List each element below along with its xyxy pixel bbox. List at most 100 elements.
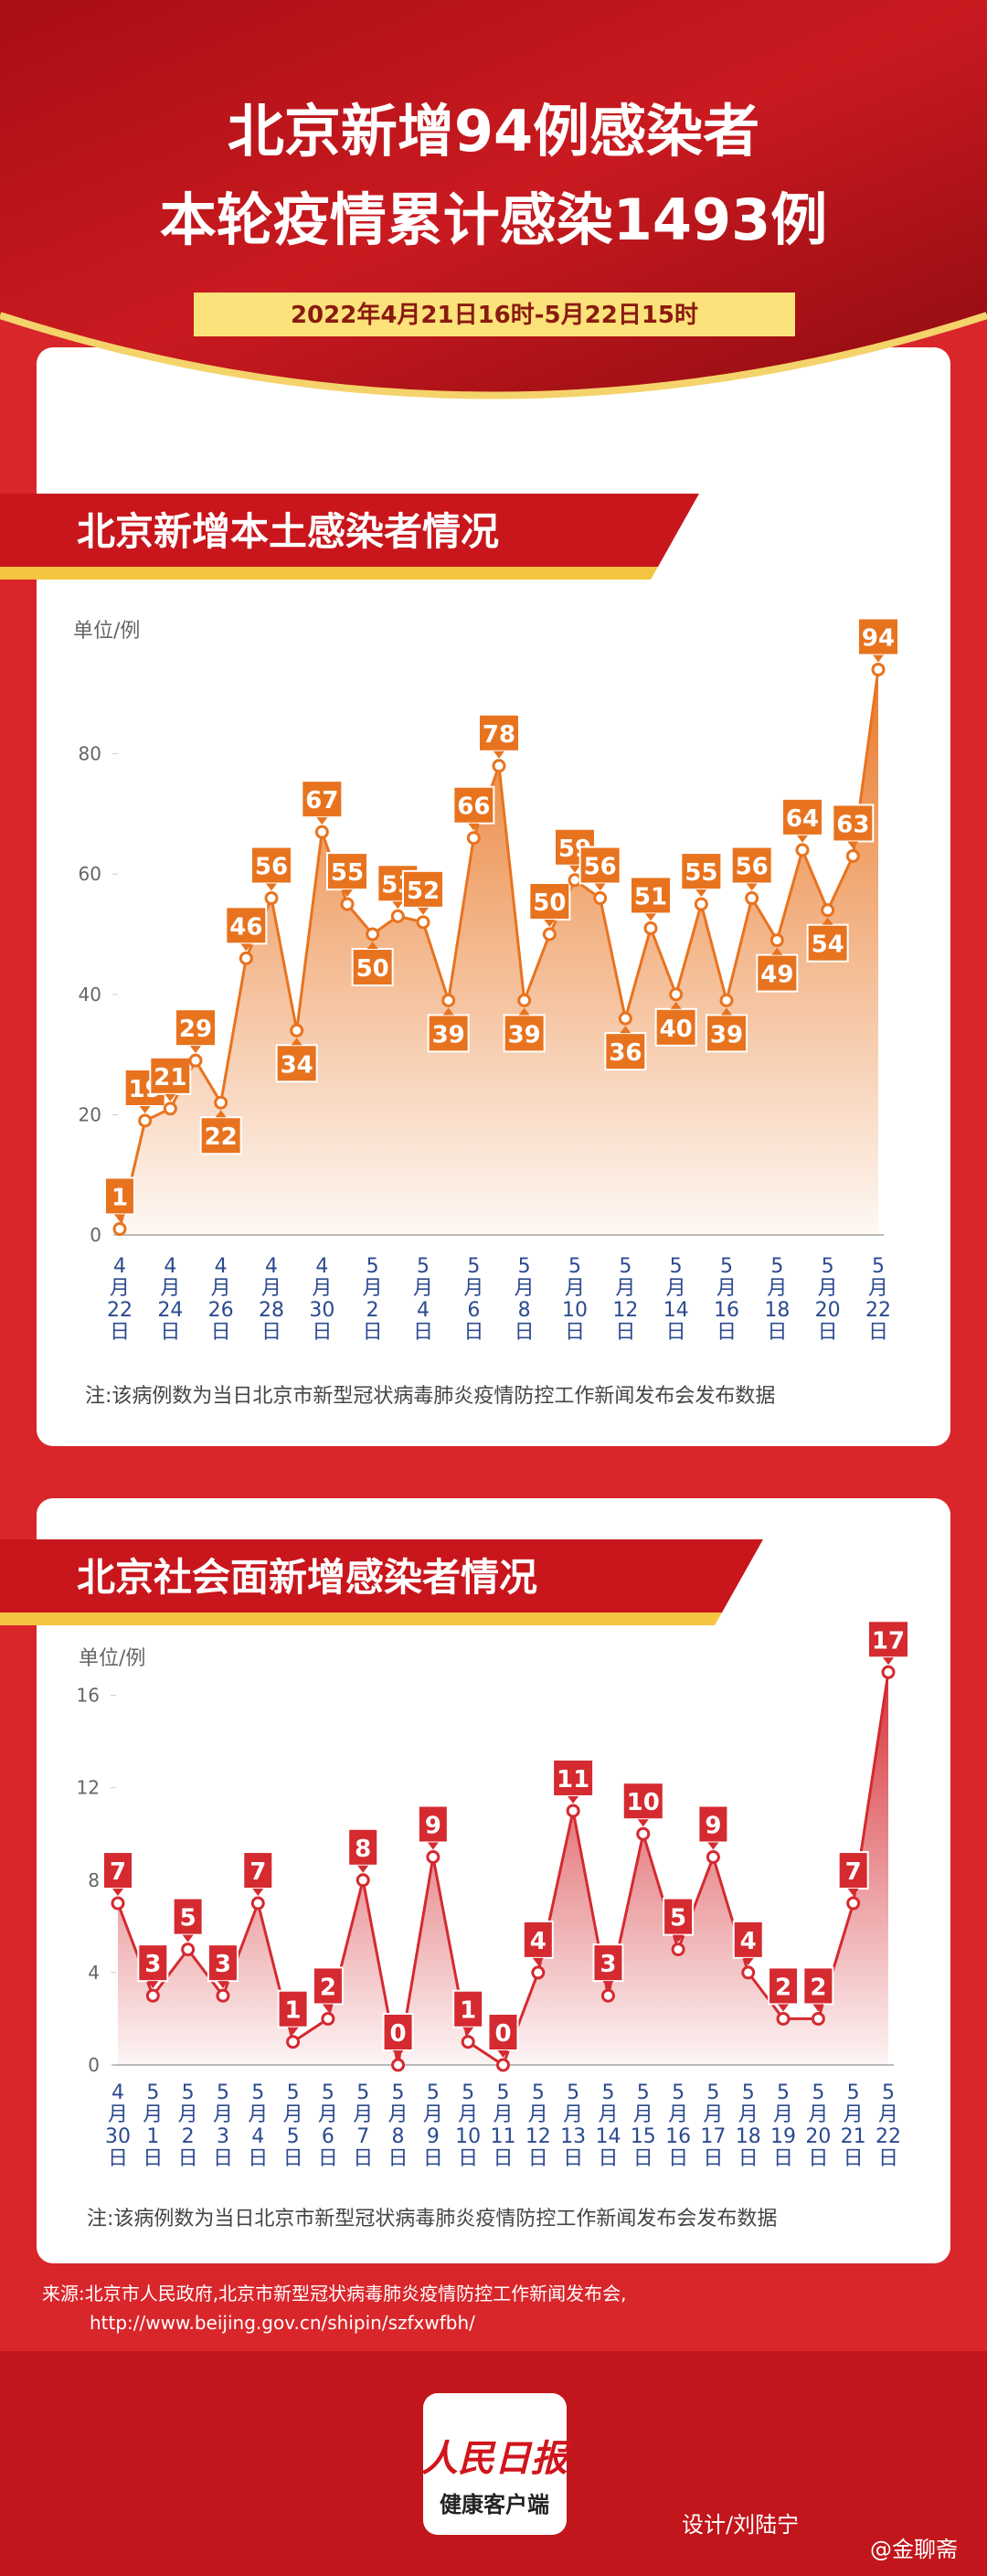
- data-label: 0: [494, 2020, 511, 2048]
- data-label: 7: [249, 1858, 266, 1886]
- x-tick-label: 5 月 15 日: [631, 2081, 656, 2170]
- data-point: [694, 897, 708, 911]
- x-tick-label: 5 月 22 日: [876, 2081, 901, 2170]
- label-pointer: [707, 1842, 719, 1850]
- x-tick-label: 5 月 22 日: [865, 1255, 891, 1344]
- area-fill: [120, 669, 878, 1235]
- y-tick-label: 4: [88, 1962, 100, 1984]
- data-label: 21: [154, 1064, 186, 1091]
- data-point: [821, 903, 835, 918]
- label-pointer: [497, 2050, 509, 2058]
- label-pointer: [847, 1889, 859, 1897]
- data-point: [111, 1896, 125, 1911]
- x-tick-label: 4 月 22 日: [107, 1255, 133, 1344]
- label-box: [351, 948, 394, 986]
- data-label: 0: [389, 2020, 406, 2048]
- label-box: [452, 1989, 484, 2028]
- label-pointer: [594, 883, 606, 891]
- x-tick-label: 5 月 12 日: [525, 2081, 551, 2170]
- label-box: [706, 1014, 748, 1053]
- label-pointer: [322, 2004, 334, 2012]
- label-pointer: [240, 943, 252, 952]
- label-box: [806, 923, 849, 963]
- data-label: 9: [705, 1813, 721, 1840]
- x-tick-label: 4 月 26 日: [208, 1255, 234, 1344]
- label-box: [680, 852, 723, 891]
- label-pointer: [217, 1981, 228, 1989]
- label-box: [730, 846, 773, 885]
- label-pointer: [620, 1026, 631, 1034]
- data-point: [846, 1896, 861, 1911]
- x-tick-label: 4 月 28 日: [259, 1255, 284, 1344]
- data-point: [531, 1965, 546, 1980]
- label-pointer: [742, 1957, 754, 1965]
- data-point: [216, 1988, 230, 2003]
- x-tick-label: 5 月 12 日: [612, 1255, 638, 1344]
- label-box: [781, 797, 823, 836]
- data-point: [145, 1988, 160, 2003]
- label-pointer: [392, 901, 404, 910]
- label-box: [277, 1989, 309, 2028]
- data-label: 56: [584, 854, 617, 881]
- data-point: [669, 987, 684, 1002]
- data-label: 2: [320, 1974, 336, 2001]
- label-pointer: [645, 913, 656, 921]
- label-pointer: [139, 1105, 151, 1113]
- data-point: [741, 1965, 756, 1980]
- data-label: 50: [356, 955, 389, 983]
- label-box: [487, 2013, 519, 2051]
- label-box: [578, 846, 621, 885]
- source: 来源:北京市人民政府,北京市新型冠状病毒肺炎疫情防控工作新闻发布会,: [42, 2283, 626, 2305]
- label-pointer: [494, 750, 504, 759]
- data-point: [321, 2011, 335, 2026]
- data-label: 2: [775, 1974, 791, 2001]
- x-tick-label: 5 月 21 日: [841, 2081, 866, 2170]
- label-box: [756, 953, 799, 993]
- data-point: [881, 1665, 896, 1679]
- label-box: [552, 1758, 595, 1797]
- x-tick-label: 5 月 20 日: [815, 1255, 841, 1344]
- data-point: [542, 927, 557, 942]
- label-box: [768, 1966, 800, 2006]
- label-pointer: [771, 947, 783, 955]
- data-point: [769, 933, 784, 948]
- label-pointer: [316, 817, 328, 825]
- card: [37, 1498, 950, 2263]
- data-point: [636, 1826, 651, 1841]
- data-point: [461, 2035, 475, 2049]
- label-pointer: [883, 1657, 894, 1666]
- y-tick-label: 60: [79, 863, 101, 885]
- note: 注:该病例数为当日北京市新型冠状病毒肺炎疫情防控工作新闻发布会发布数据: [85, 1385, 775, 1408]
- x-tick-label: 4 月 30 日: [105, 2081, 131, 2170]
- label-pointer: [182, 1934, 194, 1943]
- label-pointer: [366, 942, 378, 949]
- banner: [0, 1539, 763, 1613]
- data-point: [566, 1804, 580, 1818]
- label-box: [417, 1804, 449, 1844]
- data-point: [496, 2058, 510, 2072]
- x-tick-label: 5 月 10 日: [562, 1255, 588, 1344]
- label-box: [867, 1620, 909, 1659]
- logo-box: [423, 2393, 567, 2535]
- label-pointer: [252, 1889, 264, 1897]
- x-tick-label: 5 月 18 日: [736, 2081, 761, 2170]
- label-pointer: [568, 1795, 579, 1804]
- data-label: 9: [425, 1813, 441, 1840]
- label-pointer: [418, 907, 429, 915]
- data-label: 56: [736, 854, 769, 881]
- data-label: 63: [836, 811, 869, 838]
- x-tick-label: 5 月 16 日: [665, 2081, 691, 2170]
- x-tick-label: 5 月 19 日: [770, 2081, 796, 2170]
- data-label: 2: [810, 1974, 826, 2001]
- data-label: 51: [634, 883, 667, 910]
- label-box: [207, 1943, 239, 1983]
- label-pointer: [822, 917, 833, 925]
- banner-stripe: [0, 567, 658, 580]
- label-pointer: [215, 1110, 227, 1118]
- label-pointer: [442, 1007, 454, 1016]
- label-pointer: [112, 1889, 123, 1897]
